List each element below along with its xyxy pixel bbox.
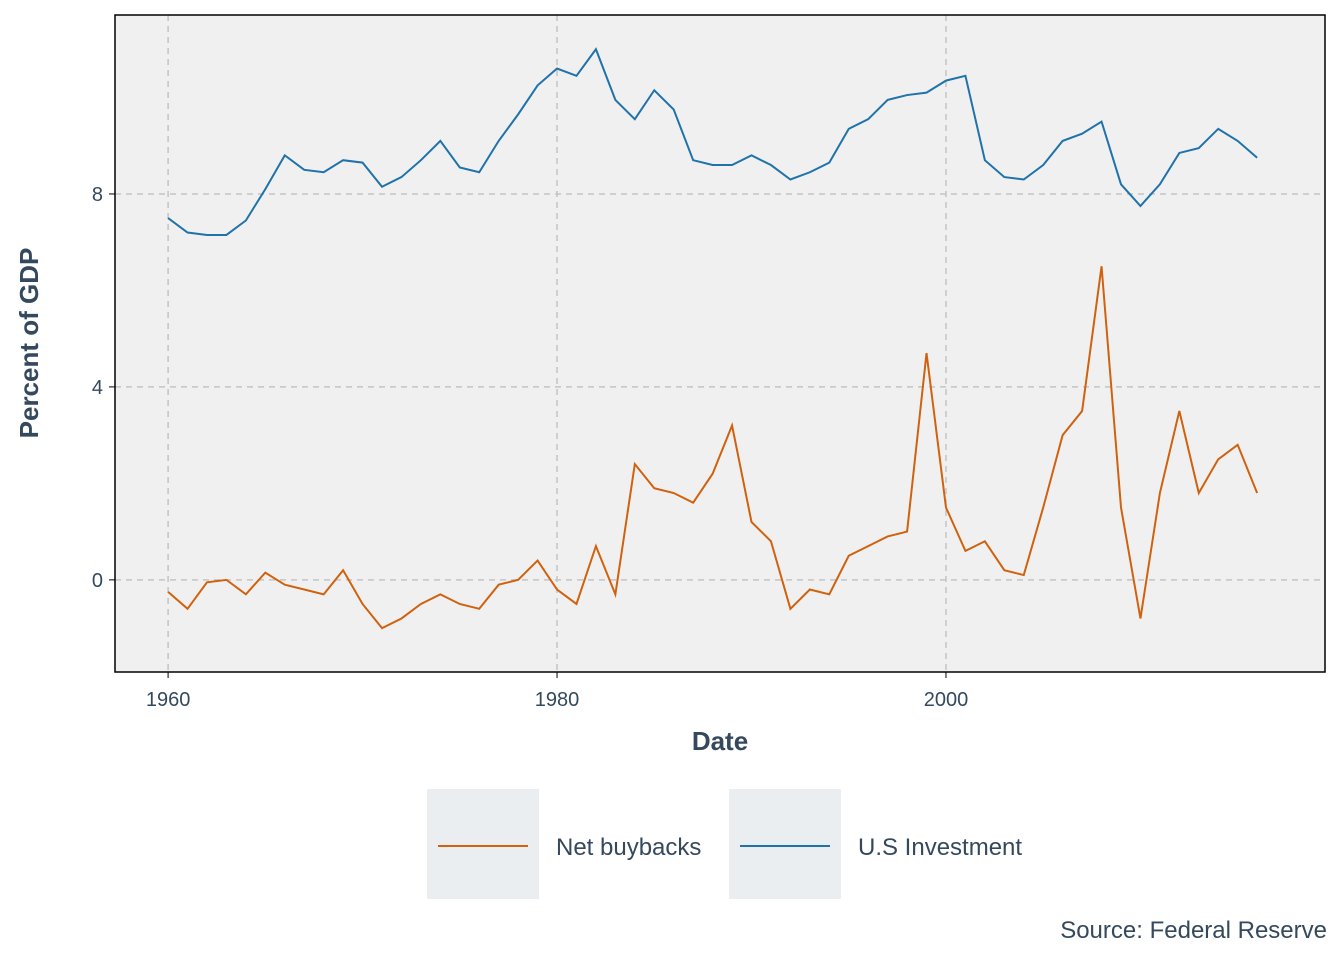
legend-key	[427, 789, 539, 899]
x-axis-title: Date	[692, 726, 748, 756]
y-tick-label: 4	[92, 377, 103, 399]
x-tick-label: 2000	[924, 689, 969, 711]
legend-label: U.S Investment	[858, 834, 1022, 861]
panel	[115, 15, 1325, 672]
x-tick-label: 1980	[535, 689, 580, 711]
x-tick-label: 1960	[146, 689, 191, 711]
legend-label: Net buybacks	[556, 834, 701, 861]
y-axis-title: Percent of GDP	[14, 248, 44, 439]
y-tick-label: 8	[92, 184, 103, 206]
legend-key	[729, 789, 841, 899]
caption: Source: Federal Reserve	[1060, 917, 1327, 944]
panel-border	[114, 14, 1326, 673]
series-line	[167, 266, 1259, 630]
y-tick-label: 0	[92, 570, 103, 592]
series-line	[167, 47, 1258, 236]
